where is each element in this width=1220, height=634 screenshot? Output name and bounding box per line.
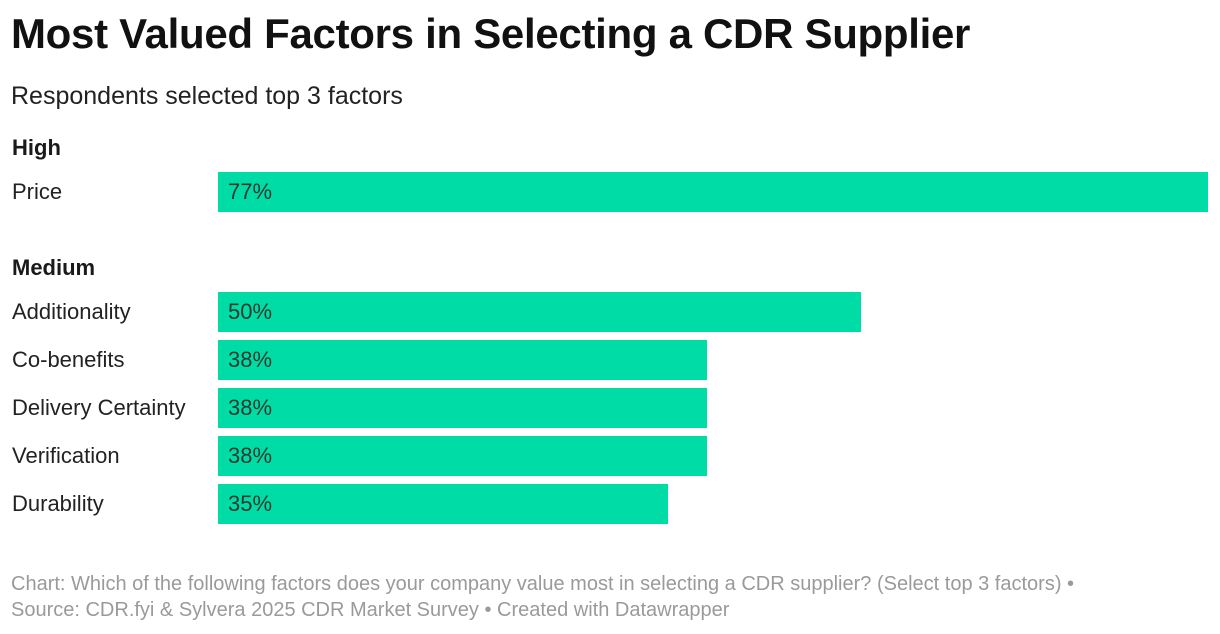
category-label-verification: Verification	[12, 443, 120, 468]
chart-subtitle: Respondents selected top 3 factors	[11, 82, 403, 110]
footer-description: Chart: Which of the following factors do…	[11, 573, 1075, 595]
value-label-co-benefits: 38%	[228, 347, 273, 372]
category-label-durability: Durability	[12, 491, 104, 516]
group-header-medium: Medium	[12, 255, 96, 280]
category-label-price: Price	[12, 179, 63, 204]
category-label-delivery-certainty: Delivery Certainty	[12, 395, 186, 420]
bar-durability	[218, 484, 668, 524]
value-label-additionality: 50%	[228, 299, 273, 324]
value-label-price: 77%	[228, 179, 273, 204]
bar-verification	[218, 436, 707, 476]
bar-price	[218, 172, 1208, 212]
value-label-verification: 38%	[228, 443, 273, 468]
category-label-co-benefits: Co-benefits	[12, 347, 125, 372]
value-label-delivery-certainty: 38%	[228, 395, 273, 420]
chart-title: Most Valued Factors in Selecting a CDR S…	[11, 10, 971, 57]
value-label-durability: 35%	[228, 491, 273, 516]
bar-additionality	[218, 292, 861, 332]
group-header-high: High	[12, 135, 61, 160]
category-label-additionality: Additionality	[12, 299, 131, 324]
bar-delivery-certainty	[218, 388, 707, 428]
chart-footer: Chart: Which of the following factors do…	[11, 571, 1211, 623]
bar-co-benefits	[218, 340, 707, 380]
footer-source: Source: CDR.fyi & Sylvera 2025 CDR Marke…	[11, 599, 730, 621]
